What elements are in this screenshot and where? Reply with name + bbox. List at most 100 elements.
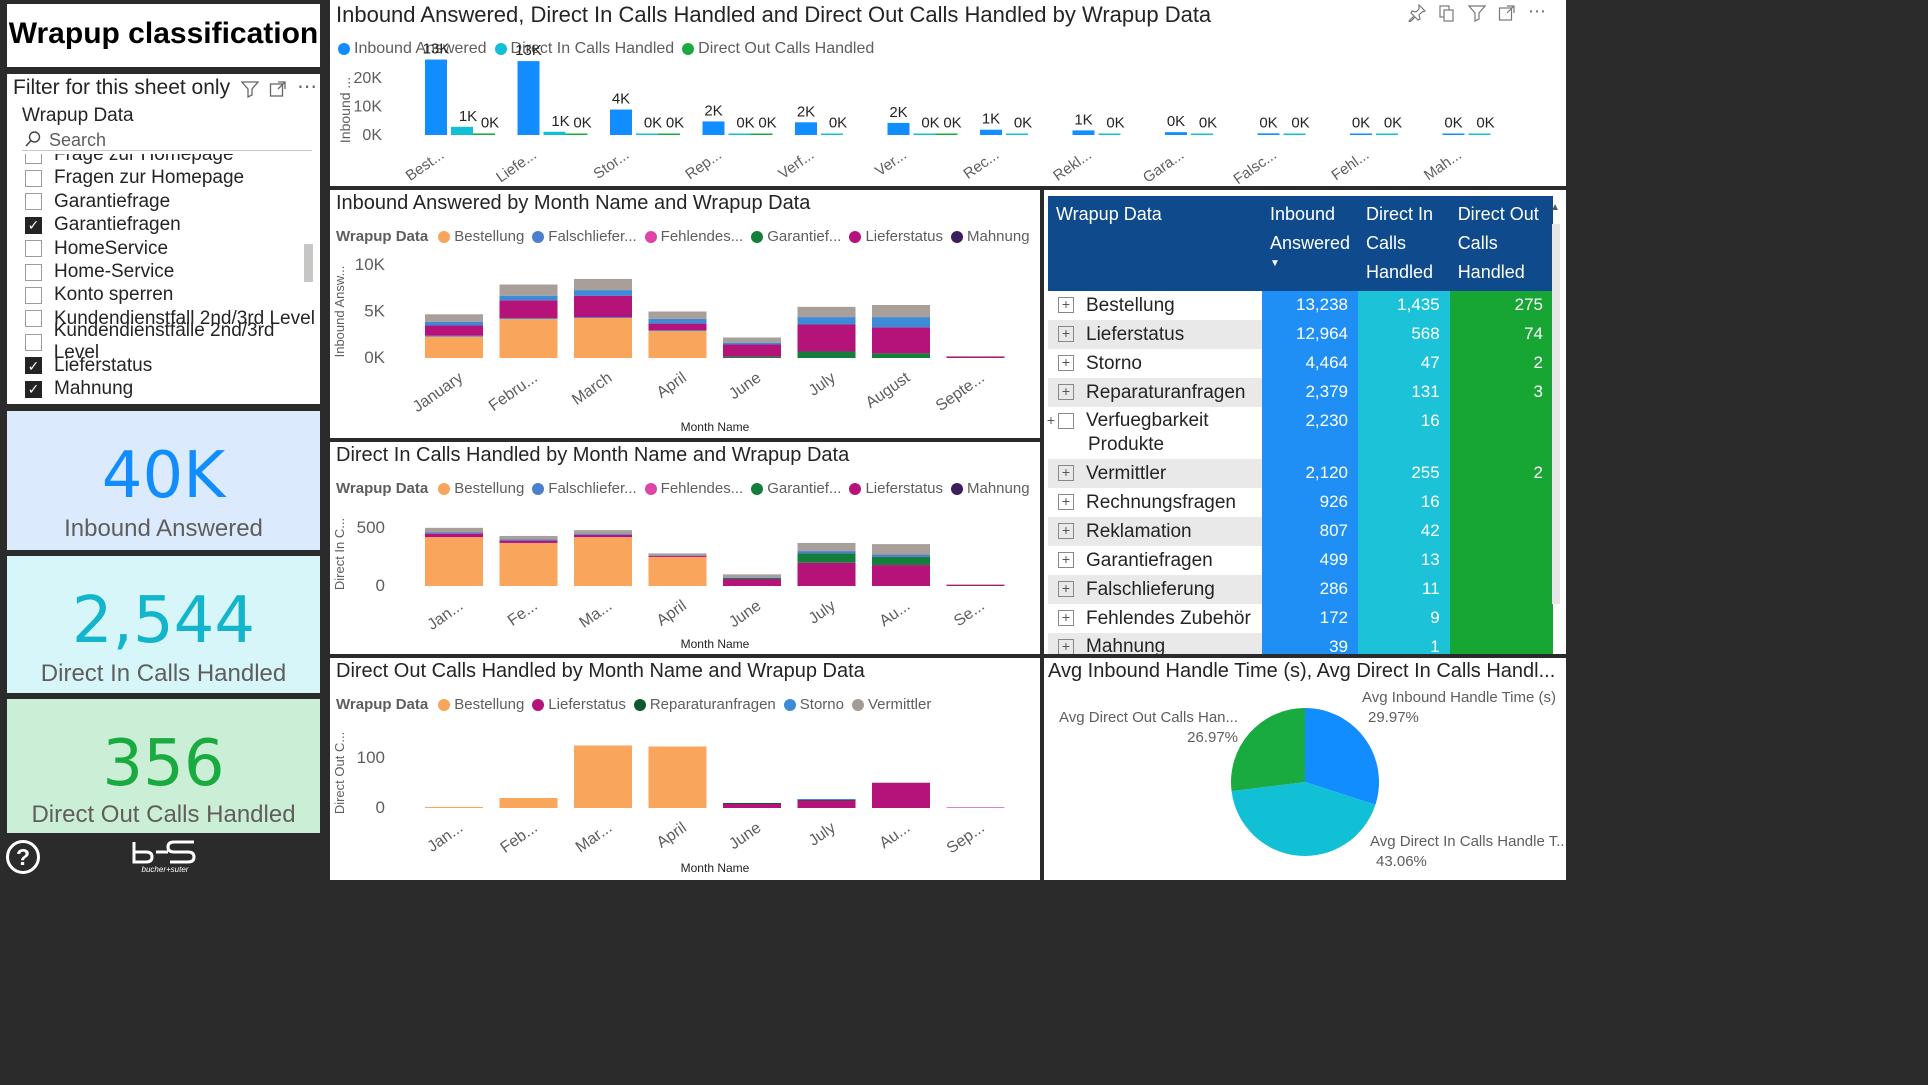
slicer-item-label: Home-Service [54, 261, 175, 282]
legend-item[interactable]: Inbound Answered [338, 40, 487, 58]
table-row[interactable]: + Mahnung 39 1 [1048, 633, 1553, 654]
slicer-item-label: Garantiefrage [54, 190, 171, 212]
slicer-more-icon[interactable]: ⋯ [297, 76, 317, 98]
bar-segment [723, 342, 781, 345]
expand-icon[interactable]: + [1058, 465, 1074, 482]
bar-segment [872, 304, 930, 318]
checkbox[interactable] [25, 240, 42, 258]
expand-icon[interactable]: + [1058, 494, 1074, 511]
bar-segment [723, 344, 781, 357]
slicer-item[interactable]: Konto sperren [25, 282, 173, 308]
table-row[interactable]: + Falschlieferung 286 11 [1048, 575, 1553, 604]
chart-title: Direct In Calls Handled by Month Name an… [336, 444, 850, 466]
row-header: + Reklamation [1048, 517, 1262, 546]
help-button[interactable]: ? [6, 840, 40, 874]
cell-value [1449, 633, 1553, 654]
x-tick-label: Febru... [486, 369, 541, 415]
legend-item[interactable]: Direct In Calls Handled [494, 40, 674, 58]
bar-segment [872, 554, 930, 557]
slicer-search[interactable]: Search [22, 129, 312, 151]
expand-icon[interactable]: + [1058, 355, 1074, 372]
x-tick-label: Fe... [505, 597, 541, 629]
table-row[interactable]: + Fehlendes Zubehör 172 9 [1048, 604, 1553, 633]
checkbox[interactable]: ✓ [25, 216, 42, 234]
slicer-item[interactable]: Kundendienstfälle 2nd/3rd Level [25, 320, 320, 363]
slicer-item[interactable]: Kundendienstfall 2nd/3rd Level [25, 306, 315, 332]
cell-value: 2 [1449, 459, 1553, 488]
search-input[interactable]: Search [49, 130, 107, 150]
copy-icon[interactable] [1438, 4, 1456, 27]
slicer-list[interactable]: Frage zur Homepage Fragen zur Homepage Gar… [7, 154, 320, 404]
table-row[interactable]: + Garantiefragen 499 13 [1048, 546, 1553, 575]
table-row[interactable]: + Verfuegbarkeit Produkte 2,230 16 [1047, 407, 1553, 459]
checkbox[interactable] [25, 333, 42, 351]
matrix-header-wrapup[interactable]: Wrapup Data [1048, 196, 1262, 291]
checkbox[interactable] [25, 286, 42, 304]
slicer-item[interactable]: ✓ Lieferstatus [25, 353, 152, 379]
bar-segment [499, 318, 558, 358]
focus-mode-icon[interactable] [1498, 4, 1516, 27]
expand-icon[interactable]: + [1047, 412, 1074, 429]
bar-segment [648, 746, 707, 808]
table-row[interactable]: + Bestellung 13,238 1,435 275 [1048, 291, 1553, 320]
table-row[interactable]: + Reparaturanfragen 2,379 131 3 [1048, 378, 1553, 407]
expand-icon[interactable]: + [1058, 326, 1074, 343]
row-label: Fehlendes Zubehör [1086, 607, 1251, 629]
bar [543, 131, 566, 135]
more-options-icon[interactable]: ⋯ [1528, 1, 1546, 21]
bar-segment [648, 323, 707, 331]
expand-icon[interactable]: + [1058, 581, 1074, 598]
data-label: 0K [1291, 115, 1309, 132]
checkbox[interactable] [25, 193, 42, 211]
expand-icon[interactable]: + [1058, 639, 1074, 654]
slicer-item[interactable]: HomeService [25, 236, 168, 262]
row-label: Falschlieferung [1086, 578, 1215, 600]
expand-icon[interactable]: + [1058, 523, 1074, 540]
cell-value: 499 [1261, 546, 1358, 575]
expand-icon[interactable]: + [1058, 297, 1074, 314]
table-row[interactable]: + Rechnungsfragen 926 16 [1048, 488, 1553, 517]
slicer-item-label: Garantiefragen [54, 214, 181, 236]
data-label: 0K [1384, 115, 1402, 132]
expand-icon[interactable]: + [1058, 552, 1074, 569]
slicer-item[interactable]: ✓ Mahnung [25, 376, 133, 402]
bar-segment [723, 577, 781, 578]
checkbox[interactable]: ✓ [25, 380, 42, 398]
matrix-scrollbar[interactable] [1552, 224, 1560, 604]
matrix-header-direct-out[interactable]: Direct Out Calls Handled [1449, 196, 1553, 291]
slicer-item[interactable]: Fragen zur Homepage [25, 165, 244, 191]
matrix-header-direct-in[interactable]: Direct In Calls Handled [1358, 196, 1450, 291]
scroll-up-icon[interactable]: ▲ [1550, 202, 1560, 213]
table-row[interactable]: + Vermittler 2,120 255 2 [1048, 459, 1553, 488]
x-tick-label: Verf... [775, 146, 817, 182]
slicer-scrollbar[interactable] [304, 244, 313, 282]
bar [702, 121, 725, 135]
slicer-focus-icon[interactable] [269, 80, 287, 103]
checkbox[interactable] [25, 169, 42, 187]
slicer-item[interactable]: Frage zur Homepage [25, 154, 234, 168]
x-tick-label: Best... [403, 146, 448, 184]
checkbox[interactable] [25, 154, 42, 164]
checkbox[interactable]: ✓ [25, 357, 42, 375]
x-tick-label: Stor... [590, 146, 632, 182]
expand-icon[interactable]: + [1058, 384, 1074, 401]
slicer-filter-icon[interactable] [240, 80, 260, 103]
kpi-value: 2,544 [71, 584, 256, 658]
row-label: Storno [1086, 352, 1142, 374]
bar [1006, 133, 1028, 135]
slicer-item[interactable]: Garantiefrage [25, 189, 170, 215]
sort-desc-icon: ▼ [1269, 258, 1280, 269]
slicer-item[interactable]: Home-Service [25, 259, 174, 285]
slicer-item[interactable]: ✓ Garantiefragen [25, 212, 181, 238]
filter-icon[interactable] [1467, 4, 1487, 27]
table-row[interactable]: + Storno 4,464 47 2 [1048, 349, 1553, 378]
checkbox[interactable] [25, 263, 42, 281]
matrix-header-inbound[interactable]: Inbound Answered ▼ [1261, 196, 1358, 291]
expand-icon[interactable]: + [1058, 610, 1074, 627]
legend-item[interactable]: Direct Out Calls Handled [682, 40, 874, 58]
checkbox[interactable] [25, 310, 42, 328]
pin-icon[interactable] [1408, 3, 1427, 27]
table-row[interactable]: + Lieferstatus 12,964 568 74 [1048, 320, 1553, 349]
row-label: Bestellung [1086, 294, 1175, 316]
table-row[interactable]: + Reklamation 807 42 [1048, 517, 1553, 546]
